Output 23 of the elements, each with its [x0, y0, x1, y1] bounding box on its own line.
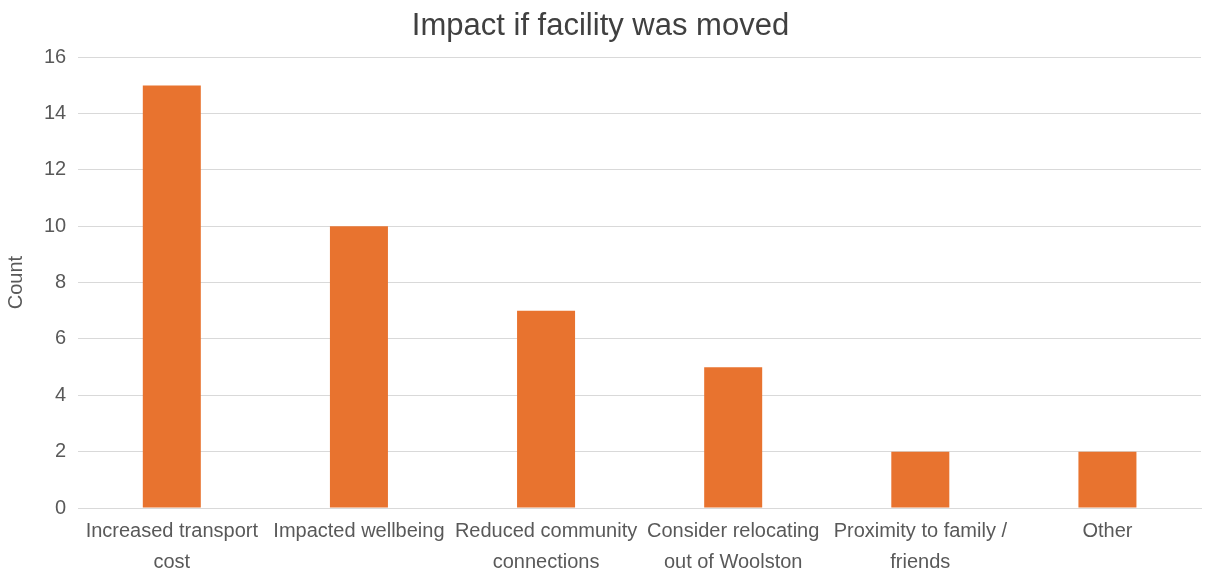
x-tick-label: Consider relocating out of Woolston — [647, 519, 820, 573]
bar — [704, 367, 763, 508]
chart-title: Impact if facility was moved — [411, 7, 790, 43]
y-tick-label: 16 — [44, 44, 67, 67]
x-tick-label: Increased transport cost — [85, 519, 259, 573]
y-tick-label: 0 — [55, 495, 67, 518]
y-tick-label: 14 — [44, 101, 67, 124]
y-tick-label: 12 — [44, 157, 67, 180]
bar — [891, 451, 950, 508]
x-tick-label: Impacted wellbeing — [273, 519, 445, 542]
bar — [329, 226, 388, 508]
bar — [517, 310, 576, 508]
x-tick-label: Proximity to family / friends — [833, 519, 1008, 573]
y-tick-label: 4 — [55, 382, 67, 405]
x-tick-label: Reduced community connections — [454, 519, 638, 573]
bar — [142, 85, 201, 508]
y-tick-label: 10 — [44, 213, 67, 236]
y-axis-title: Count — [3, 255, 26, 310]
y-tick-label: 6 — [55, 326, 67, 349]
y-tick-label: 8 — [55, 270, 67, 293]
bar — [1078, 451, 1137, 508]
y-tick-label: 2 — [55, 439, 67, 462]
x-tick-label: Other — [1082, 519, 1133, 542]
